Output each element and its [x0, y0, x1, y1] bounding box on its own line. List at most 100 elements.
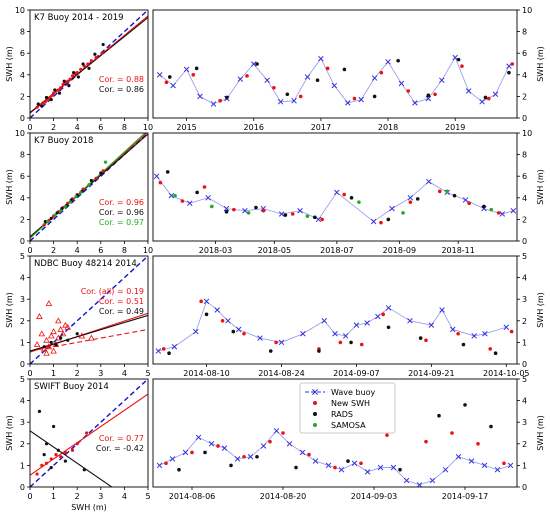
data-point — [79, 67, 83, 71]
y-tick-label: 3 — [522, 295, 527, 304]
y-tick-label: 4 — [522, 194, 527, 203]
y-tick-label: 2 — [20, 317, 25, 326]
y-axis-label: SWH (m) — [536, 169, 545, 205]
data-point — [277, 99, 284, 105]
series-line — [159, 56, 510, 105]
y-tick-label: 0 — [522, 360, 527, 369]
data-point — [56, 448, 60, 452]
data-point — [66, 338, 70, 342]
y-tick-label: 2 — [20, 92, 25, 101]
plot-area — [155, 298, 514, 356]
data-point — [107, 46, 111, 50]
plot-area — [156, 54, 515, 107]
legend-label: New SWH — [331, 399, 370, 408]
data-point — [418, 336, 423, 340]
data-point — [331, 82, 338, 89]
data-point — [401, 211, 405, 215]
x-tick-label: 2014-09-03 — [351, 492, 398, 501]
data-point — [377, 464, 384, 471]
data-point — [426, 93, 431, 98]
data-point — [502, 461, 506, 466]
data-point — [372, 94, 377, 99]
data-point — [82, 468, 86, 472]
data-point — [503, 324, 510, 331]
data-point — [486, 96, 491, 101]
data-point — [456, 331, 460, 336]
data-point — [278, 211, 285, 217]
data-point — [254, 205, 258, 210]
data-point — [351, 460, 358, 466]
data-point — [353, 322, 360, 328]
x-tick-label: 2 — [75, 369, 80, 378]
x-tick-label: 2014-08-24 — [258, 369, 305, 378]
axes-frame — [29, 9, 149, 119]
data-point — [168, 192, 175, 199]
data-point — [35, 105, 39, 109]
data-point — [49, 340, 53, 344]
data-point — [194, 66, 199, 71]
data-point — [264, 77, 270, 83]
y-tick-label: 8 — [20, 151, 25, 160]
data-point — [338, 466, 345, 473]
x-tick-label: 2018-09 — [383, 246, 416, 255]
axes-frame — [29, 378, 149, 488]
fit-line — [30, 430, 113, 487]
data-point — [370, 218, 377, 225]
x-tick-label: 0 — [27, 369, 32, 378]
panel-title: K7 Buoy 2014 - 2019 — [34, 13, 124, 23]
data-point — [429, 477, 436, 484]
data-point — [76, 75, 80, 79]
x-tick-label: 2014-09-17 — [442, 492, 489, 501]
data-point — [169, 456, 176, 462]
data-point — [345, 100, 351, 106]
x-tick-label: 6 — [98, 246, 103, 255]
legend-label: SAMOSA — [331, 421, 366, 430]
data-point — [305, 214, 310, 218]
data-point — [257, 335, 263, 341]
data-point — [285, 92, 290, 97]
data-point — [36, 102, 40, 106]
data-point — [59, 455, 63, 459]
one-to-one-line — [30, 133, 148, 241]
data-point — [66, 79, 70, 83]
data-point — [68, 77, 72, 81]
data-point — [298, 94, 303, 99]
data-point — [36, 313, 43, 319]
y-tick-label: 2 — [20, 440, 25, 449]
x-tick-label: 4 — [122, 492, 127, 501]
data-point — [385, 305, 392, 311]
data-point — [49, 457, 53, 461]
y-tick-label: 8 — [20, 28, 25, 37]
y-tick-label: 2 — [522, 92, 527, 101]
data-point — [385, 433, 389, 437]
data-point — [268, 439, 272, 444]
data-point — [381, 312, 385, 317]
data-point — [465, 88, 472, 94]
data-point — [442, 466, 449, 473]
row1-timeseries: 0 2 4 6 8 10 SWH (m) 2015 2016 2017 2018 2019 — [152, 6, 545, 132]
y-tick-label: 2 — [522, 317, 527, 326]
plot-area — [153, 170, 517, 225]
data-point — [510, 62, 515, 66]
plot-area — [30, 256, 148, 364]
data-point — [43, 100, 47, 104]
data-point — [52, 91, 56, 95]
data-point — [59, 86, 63, 90]
data-point — [235, 326, 242, 333]
y-tick-label: 10 — [522, 6, 532, 15]
data-point — [493, 351, 498, 356]
legend: Wave buoy New SWH RADS SAMOSA — [299, 382, 396, 434]
y-tick-label: 4 — [522, 274, 527, 283]
data-point — [57, 91, 62, 95]
axes-frame — [29, 132, 149, 242]
data-point — [334, 189, 340, 196]
data-point — [224, 210, 229, 214]
data-point — [40, 463, 44, 467]
data-point — [272, 85, 276, 90]
data-point — [246, 211, 251, 215]
data-point — [88, 334, 95, 341]
data-point — [398, 467, 402, 472]
legend-marker — [313, 412, 317, 416]
data-point — [64, 323, 72, 330]
